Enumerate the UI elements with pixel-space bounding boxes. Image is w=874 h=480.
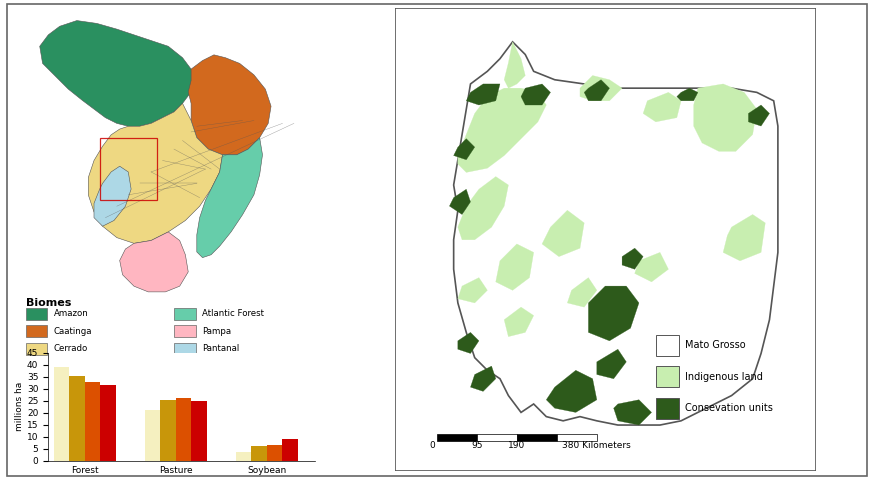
Bar xyxy=(101,385,116,461)
Bar xyxy=(267,445,282,461)
Bar xyxy=(161,399,176,461)
Polygon shape xyxy=(580,75,622,101)
Polygon shape xyxy=(88,103,223,243)
Polygon shape xyxy=(622,248,643,269)
Polygon shape xyxy=(614,400,651,425)
Bar xyxy=(656,335,679,356)
Text: Cerrado: Cerrado xyxy=(53,344,87,353)
Polygon shape xyxy=(723,215,766,261)
Bar xyxy=(282,439,298,461)
Polygon shape xyxy=(458,88,546,172)
Polygon shape xyxy=(521,84,551,105)
Polygon shape xyxy=(676,88,697,101)
Text: Amazon: Amazon xyxy=(53,309,88,318)
Text: 380 Kilometers: 380 Kilometers xyxy=(563,441,631,450)
Bar xyxy=(54,367,69,461)
Bar xyxy=(25,308,47,320)
Polygon shape xyxy=(504,307,534,336)
Bar xyxy=(236,452,252,461)
Polygon shape xyxy=(458,277,488,303)
Polygon shape xyxy=(120,232,188,292)
Polygon shape xyxy=(454,139,475,160)
Bar xyxy=(25,325,47,337)
Bar xyxy=(477,434,517,441)
Bar xyxy=(437,434,477,441)
Polygon shape xyxy=(197,138,262,258)
Bar xyxy=(175,308,196,320)
Text: 190: 190 xyxy=(508,441,525,450)
Bar xyxy=(100,138,156,201)
Text: Indigenous land: Indigenous land xyxy=(685,372,763,382)
Y-axis label: millions ha: millions ha xyxy=(15,382,24,432)
Bar xyxy=(191,401,207,461)
Polygon shape xyxy=(467,84,500,105)
Bar xyxy=(85,382,101,461)
Bar xyxy=(69,375,85,461)
Bar xyxy=(557,434,597,441)
Text: Biomes: Biomes xyxy=(25,298,71,308)
Text: 95: 95 xyxy=(471,441,482,450)
Bar xyxy=(656,397,679,419)
Polygon shape xyxy=(635,252,669,282)
Polygon shape xyxy=(94,166,131,226)
Polygon shape xyxy=(584,80,609,101)
Text: 0: 0 xyxy=(430,441,435,450)
Text: Consevation units: Consevation units xyxy=(685,403,773,413)
Bar xyxy=(176,398,191,461)
Polygon shape xyxy=(588,286,639,341)
Polygon shape xyxy=(694,84,757,151)
Polygon shape xyxy=(597,349,627,379)
Polygon shape xyxy=(643,92,681,122)
Polygon shape xyxy=(542,210,584,257)
Polygon shape xyxy=(748,105,769,126)
Polygon shape xyxy=(504,42,525,88)
Polygon shape xyxy=(567,277,597,307)
Polygon shape xyxy=(454,42,778,425)
Bar xyxy=(517,434,557,441)
Text: Pantanal: Pantanal xyxy=(203,344,239,353)
Polygon shape xyxy=(458,177,509,240)
Polygon shape xyxy=(496,244,534,290)
Polygon shape xyxy=(470,366,496,391)
Bar xyxy=(175,343,196,355)
Polygon shape xyxy=(188,55,271,155)
Polygon shape xyxy=(449,189,470,215)
Bar xyxy=(145,410,161,461)
Text: Mato Grosso: Mato Grosso xyxy=(685,340,746,350)
Polygon shape xyxy=(546,370,597,412)
Bar xyxy=(25,343,47,355)
Text: Atlantic Forest: Atlantic Forest xyxy=(203,309,264,318)
Polygon shape xyxy=(458,332,479,353)
Bar xyxy=(252,446,267,461)
Polygon shape xyxy=(39,21,197,126)
Text: Pampa: Pampa xyxy=(203,326,232,336)
Text: Caatinga: Caatinga xyxy=(53,326,92,336)
Bar xyxy=(656,366,679,387)
Bar xyxy=(175,325,196,337)
